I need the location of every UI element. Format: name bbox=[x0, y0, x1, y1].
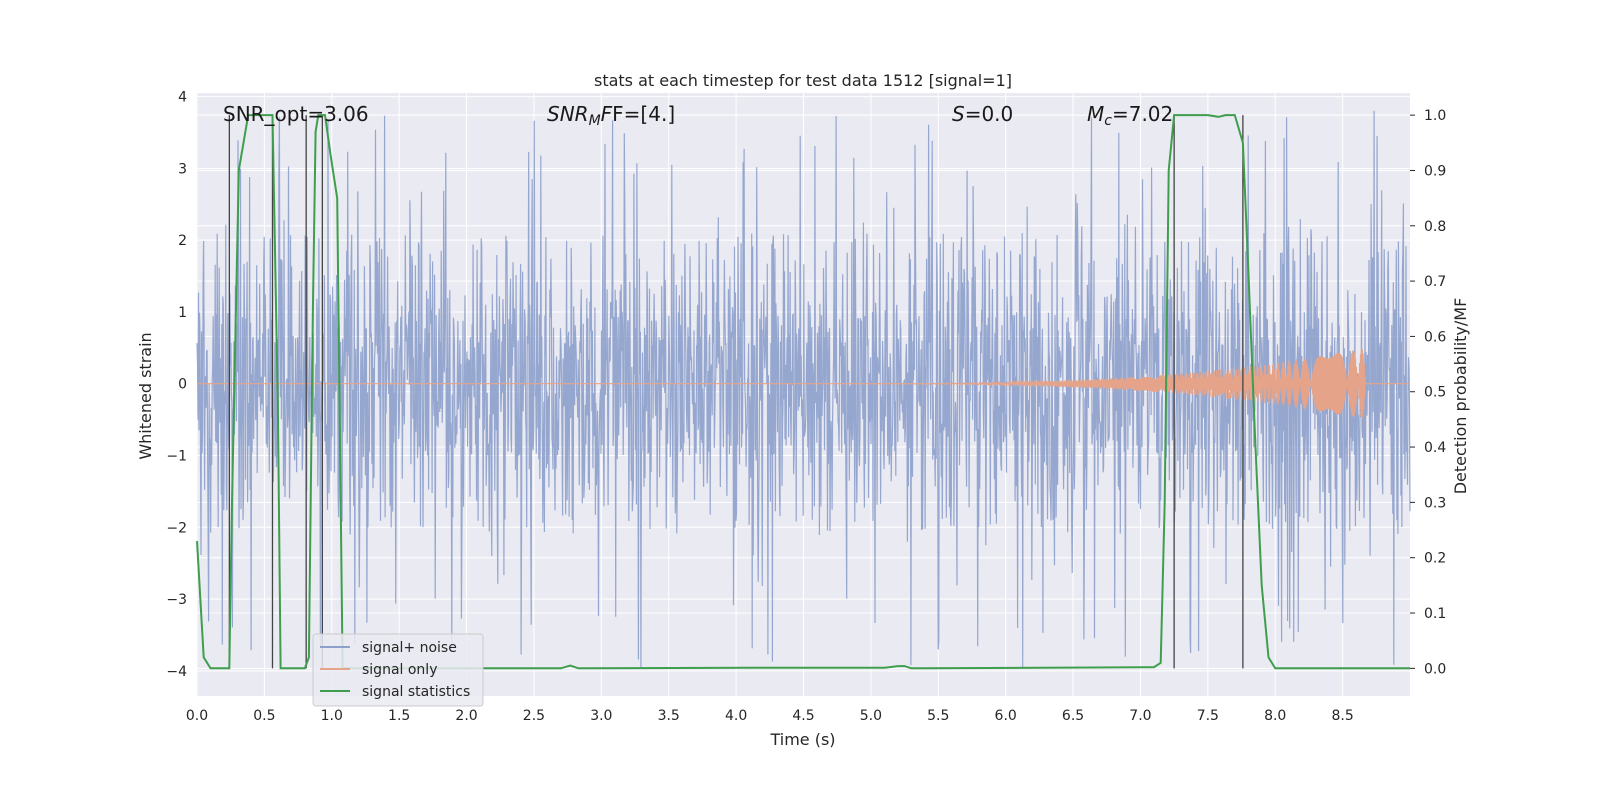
mc-annotation: Mc=7.02 bbox=[1087, 102, 1173, 129]
y-tick-label-left: 1 bbox=[178, 305, 187, 321]
y-tick-label-left: −4 bbox=[166, 664, 187, 680]
chart-title: stats at each timestep for test data 151… bbox=[594, 71, 1012, 90]
y-tick-label-right: 0.4 bbox=[1424, 440, 1446, 456]
x-tick-label: 6.0 bbox=[995, 708, 1017, 724]
y-axis-label-right: Detection probability/MF bbox=[1451, 298, 1470, 495]
x-tick-label: 1.5 bbox=[388, 708, 410, 724]
y-tick-label-left: 0 bbox=[178, 377, 187, 393]
x-tick-label: 3.5 bbox=[658, 708, 680, 724]
y-tick-label-left: −1 bbox=[166, 449, 187, 465]
y-tick-label-right: 0.8 bbox=[1424, 219, 1446, 235]
y-tick-label-right: 0.2 bbox=[1424, 551, 1446, 567]
x-tick-label: 0.5 bbox=[253, 708, 275, 724]
stats-line bbox=[196, 114, 1410, 670]
x-tick-label: 4.0 bbox=[725, 708, 747, 724]
mc-symbol: M bbox=[1087, 102, 1104, 126]
x-tick-label: 8.0 bbox=[1264, 708, 1286, 724]
y-tick-label-right: 0.9 bbox=[1424, 163, 1446, 179]
x-tick-label: 2.5 bbox=[523, 708, 545, 724]
y-tick-label-right: 1.0 bbox=[1424, 108, 1446, 124]
y-tick-label-left: 4 bbox=[178, 90, 187, 106]
s-value: =0.0 bbox=[965, 102, 1014, 126]
snr-mf-annotation: SNRMFF=[4.] bbox=[547, 102, 675, 129]
x-tick-label: 8.5 bbox=[1331, 708, 1353, 724]
noise-line bbox=[196, 110, 1411, 668]
s-annotation: S=0.0 bbox=[952, 102, 1013, 126]
legend-label-signal: signal only bbox=[362, 662, 437, 678]
snr-mf-symbol-f: F bbox=[601, 102, 613, 126]
y-tick-label-right: 0.3 bbox=[1424, 495, 1446, 511]
snr-opt-annotation: SNR_opt=3.06 bbox=[223, 102, 369, 126]
s-symbol: S bbox=[952, 102, 965, 126]
x-axis-label: Time (s) bbox=[769, 730, 835, 749]
tick-labels: 0.0 0.5 1.0 1.5 2.0 2.5 3.0 3.5 4.0 4.5 5.0 5.5 6.0 6… bbox=[166, 90, 1446, 724]
series-signal-only bbox=[197, 348, 1410, 419]
y-tick-label-right: 0.7 bbox=[1424, 274, 1446, 290]
y-tick-label-left: −3 bbox=[166, 592, 187, 608]
legend-label-stats: signal statistics bbox=[362, 684, 470, 700]
legend-box bbox=[312, 633, 484, 707]
x-tick-label: 7.5 bbox=[1197, 708, 1219, 724]
signal-line bbox=[197, 348, 1410, 419]
x-tick-label: 2.0 bbox=[455, 708, 477, 724]
y-tick-label-right: 0.6 bbox=[1424, 329, 1446, 345]
y-tick-label-left: 2 bbox=[178, 233, 187, 249]
series-signal-plus-noise bbox=[196, 110, 1411, 668]
x-tick-label: 7.0 bbox=[1129, 708, 1151, 724]
x-tick-label: 6.5 bbox=[1062, 708, 1084, 724]
y-tick-label-right: 0.0 bbox=[1424, 661, 1446, 677]
y-tick-label-right: 0.5 bbox=[1424, 385, 1446, 401]
legend-label-noise: signal+ noise bbox=[362, 640, 457, 656]
mc-value: =7.02 bbox=[1112, 102, 1173, 126]
y-axis-label-left: Whitened strain bbox=[136, 332, 155, 459]
x-tick-label: 5.0 bbox=[860, 708, 882, 724]
x-tick-label: 3.0 bbox=[590, 708, 612, 724]
snr-mf-symbol: SNR bbox=[547, 102, 589, 126]
x-tick-label: 0.0 bbox=[186, 708, 208, 724]
snr-mf-subscript: M bbox=[589, 113, 601, 129]
series-signal-statistics bbox=[196, 114, 1410, 670]
y-tick-label-left: 3 bbox=[178, 161, 187, 177]
x-tick-label: 4.5 bbox=[792, 708, 814, 724]
vertical-markers bbox=[228, 115, 1244, 669]
mc-subscript: c bbox=[1104, 113, 1112, 129]
legend: signal+ noise signal only signal statist… bbox=[312, 633, 484, 707]
snr-mf-value: F=[4.] bbox=[612, 102, 675, 126]
y-tick-label-right: 0.1 bbox=[1424, 606, 1446, 622]
x-tick-label: 1.0 bbox=[321, 708, 343, 724]
y-tick-label-left: −2 bbox=[166, 520, 187, 536]
x-tick-label: 5.5 bbox=[927, 708, 949, 724]
